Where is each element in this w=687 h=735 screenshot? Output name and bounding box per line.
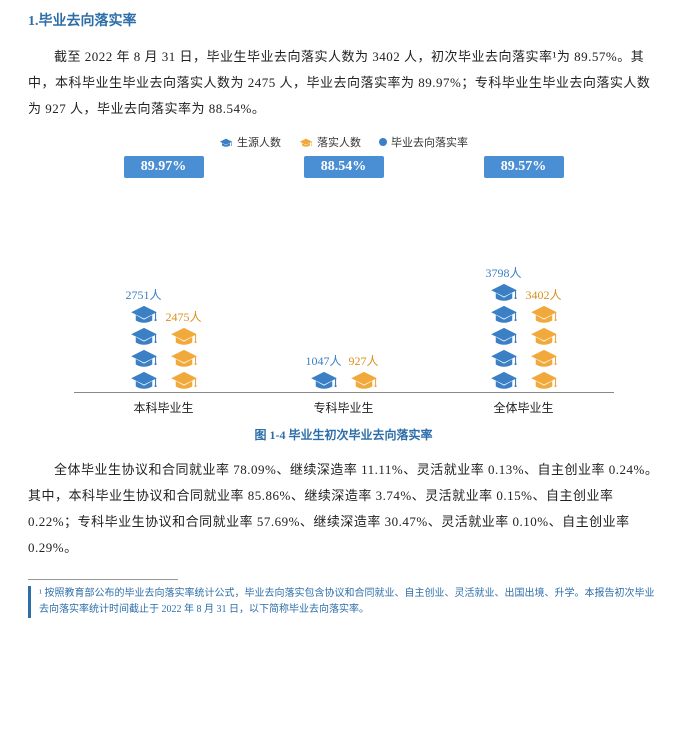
chart-group: 3798人 3402人	[449, 282, 599, 392]
bar-value-label: 2475人	[166, 308, 202, 325]
paragraph-1: 截至 2022 年 8 月 31 日，毕业生毕业去向落实人数为 3402 人，初…	[28, 44, 659, 122]
cap-icon	[299, 137, 313, 147]
chart-group: 2751人 2475人	[89, 304, 239, 392]
legend-label: 毕业去向落实率	[391, 134, 468, 150]
bar-value-label: 1047人	[306, 352, 342, 369]
legend-item-orange: 落实人数	[299, 134, 361, 150]
bar-value-label: 2751人	[126, 286, 162, 303]
x-label: 全体毕业生	[449, 399, 599, 416]
pct-badge: 88.54%	[304, 156, 384, 178]
chart-group: 1047人 927人	[269, 370, 419, 392]
x-axis-labels: 本科毕业生 专科毕业生 全体毕业生	[74, 399, 614, 416]
cap-icon	[219, 137, 233, 147]
section-heading: 1.毕业去向落实率	[28, 10, 659, 30]
bar-blue: 1047人	[309, 370, 339, 392]
figure-caption: 图 1-4 毕业生初次毕业去向落实率	[28, 426, 659, 443]
paragraph-2: 全体毕业生协议和合同就业率 78.09%、继续深造率 11.11%、灵活就业率 …	[28, 457, 659, 561]
bar-blue: 3798人	[489, 282, 519, 392]
x-label: 专科毕业生	[269, 399, 419, 416]
legend-item-blue: 生源人数	[219, 134, 281, 150]
dot-icon	[379, 138, 387, 146]
pct-badge: 89.57%	[484, 156, 564, 178]
bar-orange: 2475人	[169, 326, 199, 392]
chart: 生源人数 落实人数 毕业去向落实率 89.97% 88.54% 89.57% 275…	[74, 134, 614, 416]
legend-label: 落实人数	[317, 134, 361, 150]
pct-row: 89.97% 88.54% 89.57%	[74, 156, 614, 178]
footnote-separator	[28, 579, 178, 580]
bar-blue: 2751人	[129, 304, 159, 392]
pct-badge: 89.97%	[124, 156, 204, 178]
chart-groups: 2751人2475人1047人927人3798人3402人	[74, 188, 614, 393]
bar-value-label: 3798人	[486, 264, 522, 281]
bar-orange: 3402人	[529, 304, 559, 392]
bar-value-label: 3402人	[526, 286, 562, 303]
bar-value-label: 927人	[349, 352, 379, 369]
bar-orange: 927人	[349, 370, 379, 392]
x-label: 本科毕业生	[89, 399, 239, 416]
footnote: ¹ 按照教育部公布的毕业去向落实率统计公式，毕业去向落实包含协议和合同就业、自主…	[28, 586, 659, 618]
chart-legend: 生源人数 落实人数 毕业去向落实率	[74, 134, 614, 150]
legend-label: 生源人数	[237, 134, 281, 150]
legend-item-dot: 毕业去向落实率	[379, 134, 468, 150]
